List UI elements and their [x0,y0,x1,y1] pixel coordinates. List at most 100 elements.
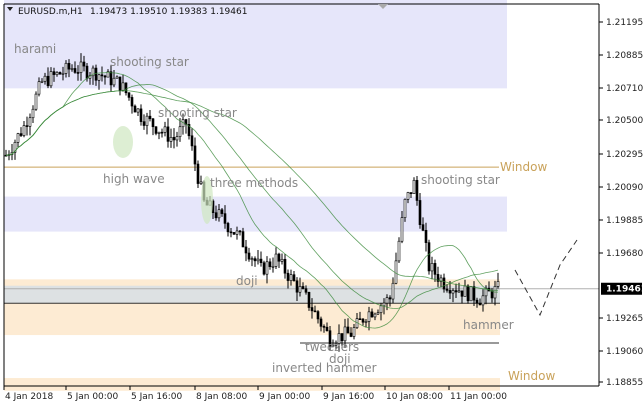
candle-body [394,260,398,284]
candle-body [346,326,350,334]
time-tick-label: 9 Jan 00:00 [259,392,311,402]
candle-body [232,232,236,235]
candle-body [262,262,266,275]
candle-body [418,200,422,225]
candle-body [136,108,140,113]
candle-body [286,272,290,281]
candle-body [124,82,128,94]
candle-body [82,61,86,67]
candle-body [484,287,488,297]
candle-body [244,246,248,254]
candle-body [304,288,308,293]
pattern-annotation: tweezers [305,340,359,354]
symbol-label: EURUSD.m,H1 [18,7,83,17]
window-label: Window [500,160,548,174]
candle-body [469,286,473,302]
candle-body [463,285,467,297]
price-tick-label: 1.19060 [606,347,643,357]
scroll-marker-icon[interactable] [378,4,388,9]
candle-body [460,290,464,297]
candle-body [433,263,437,275]
candle-body [121,82,125,91]
candle-body [178,126,182,137]
candle-body [169,137,173,142]
time-tick-label: 5 Jan 16:00 [131,392,183,402]
current-price-label: 1.19461 [606,285,643,295]
candle-body [112,77,116,86]
candle-body [307,291,311,308]
candle-body [133,105,137,113]
pattern-annotation: shooting star [110,55,189,69]
candle-body [325,326,329,332]
candle-body [220,209,224,214]
candle-body [247,252,251,260]
candle-body [391,282,395,300]
ohlc-readout: 1.19473 1.19510 1.19383 1.19461 [90,7,247,17]
candle-body [34,93,38,110]
window-label: Window [508,369,556,383]
candle-body [91,67,95,77]
pattern-highlight [201,176,213,224]
price-tick-label: 1.19680 [606,249,643,259]
price-tick-label: 1.20885 [606,51,643,61]
candle-body [445,288,449,291]
time-tick-label: 11 Jan 00:00 [450,392,507,402]
candle-body [409,192,413,194]
candle-body [496,281,500,287]
time-tick-label: 5 Jan 00:00 [67,392,119,402]
candle-body [337,333,341,344]
zone-resistance [4,196,507,232]
price-tick-label: 1.20710 [606,84,643,94]
price-tick-label: 1.20090 [606,183,643,193]
candle-body [436,274,440,282]
candle-body [127,92,131,98]
pattern-annotation: inverted hammer [272,361,377,375]
candle-body [457,290,461,293]
candle-body [442,277,446,290]
candle-body [388,297,392,300]
price-tick-label: 1.21195 [606,18,643,28]
current-price-marker [601,282,642,295]
candle-body [379,305,383,313]
candle-body [475,299,479,304]
candle-body [76,72,80,74]
price-tick-label: 1.19885 [606,216,643,226]
candle-body [85,65,89,79]
candle-body [166,126,170,142]
candle-body [154,126,158,134]
candle-body [94,67,98,81]
candle-body [19,133,23,136]
candle-body [454,290,458,293]
candle-body [226,223,230,233]
projection-path [514,239,578,317]
candle-body [187,124,191,137]
price-tick-label: 1.20500 [606,116,643,126]
candle-body [223,213,227,224]
pattern-annotation: hammer [463,318,514,332]
candle-body [310,307,314,312]
candle-body [370,311,374,318]
candle-body [451,290,455,294]
candle-body [217,209,221,219]
pattern-annotation: high wave [103,172,165,186]
candle-body [373,313,377,318]
candle-body [358,318,362,320]
candle-body [67,62,71,70]
candle-body [268,261,272,267]
candle-body [100,74,104,77]
candle-body [214,212,218,219]
candle-body [466,285,470,302]
candle-body [277,253,281,262]
zone-gap [4,285,500,304]
candle-body [349,332,353,337]
candle-body [256,258,260,262]
candle-body [79,61,83,73]
candle-body [400,217,404,242]
pattern-highlight [113,126,133,158]
candle-body [13,142,17,153]
candle-body [31,108,35,119]
candle-body [145,115,149,126]
candle-body [61,73,65,75]
